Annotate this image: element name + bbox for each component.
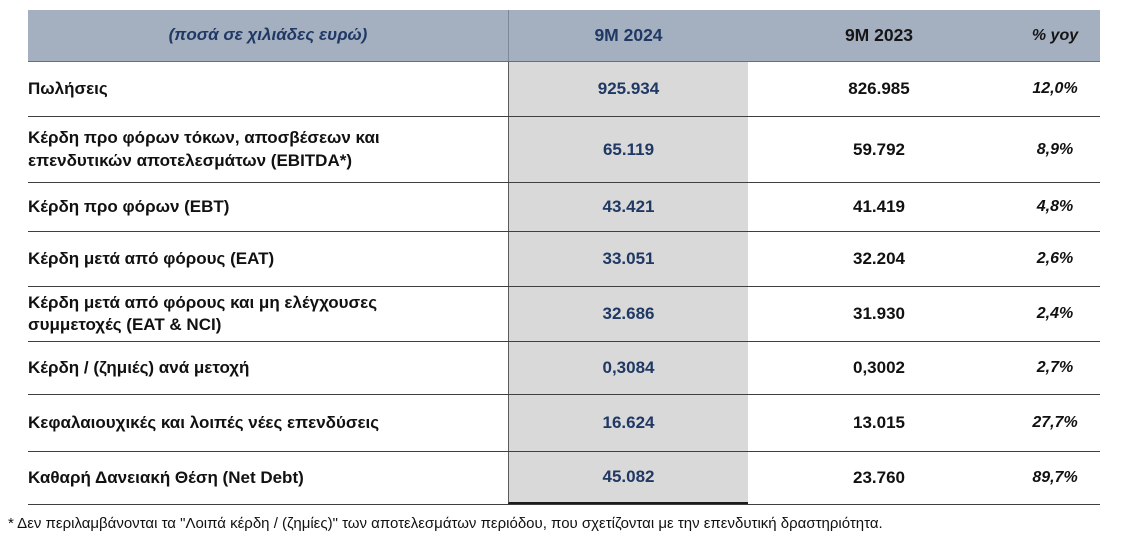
value-9m-2023: 0,3002	[853, 358, 905, 377]
column-header-yoy: % yoy	[1010, 10, 1100, 61]
row-label: Κεφαλαιουχικές και λοιπές νέες επενδύσει…	[28, 412, 380, 432]
value-9m-2024: 0,3084	[508, 342, 748, 394]
value-yoy: 89,7%	[1032, 469, 1078, 486]
row-label: Κέρδη μετά από φόρους και μη ελέγχουσες …	[28, 292, 378, 334]
value-9m-2023: 13.015	[853, 413, 905, 432]
value-yoy: 4,8%	[1036, 198, 1074, 215]
row-label: Καθαρή Δανειακή Θέση (Net Debt)	[28, 467, 304, 487]
value-yoy: 2,6%	[1036, 250, 1074, 267]
units-header: (ποσά σε χιλιάδες ευρώ)	[28, 10, 508, 61]
value-9m-2024: 43.421	[508, 183, 748, 231]
value-9m-2023: 826.985	[848, 79, 910, 98]
value-9m-2023: 32.204	[853, 249, 905, 268]
value-9m-2024: 16.624	[508, 395, 748, 451]
value-yoy: 2,7%	[1036, 359, 1074, 376]
table-header-row: (ποσά σε χιλιάδες ευρώ) 9M 2024 9M 2023 …	[28, 10, 1100, 62]
table-row-capex: Κεφαλαιουχικές και λοιπές νέες επενδύσει…	[28, 395, 1100, 452]
column-header-9m-2024: 9M 2024	[508, 10, 748, 61]
table-row-sales: Πωλήσεις 925.934 826.985 12,0%	[28, 62, 1100, 117]
value-yoy: 2,4%	[1036, 305, 1074, 322]
value-9m-2024: 925.934	[508, 62, 748, 116]
value-9m-2023: 31.930	[853, 304, 905, 323]
table-row-net-debt: Καθαρή Δανειακή Θέση (Net Debt) 45.082 2…	[28, 452, 1100, 505]
value-yoy: 8,9%	[1036, 140, 1074, 158]
value-9m-2023: 23.760	[853, 468, 905, 487]
row-label: Κέρδη / (ζημιές) ανά μετοχή	[28, 357, 250, 377]
row-label: Κέρδη μετά από φόρους (EAT)	[28, 248, 275, 268]
financial-results-table: (ποσά σε χιλιάδες ευρώ) 9M 2024 9M 2023 …	[28, 10, 1100, 505]
value-9m-2024: 45.082	[508, 452, 748, 504]
table-row-eat: Κέρδη μετά από φόρους (EAT) 33.051 32.20…	[28, 232, 1100, 287]
table-row-eps: Κέρδη / (ζημιές) ανά μετοχή 0,3084 0,300…	[28, 342, 1100, 395]
table-row-ebt: Κέρδη προ φόρων (EBT) 43.421 41.419 4,8%	[28, 183, 1100, 232]
column-header-9m-2023: 9M 2023	[748, 10, 1010, 61]
value-9m-2023: 59.792	[853, 139, 905, 159]
value-9m-2024: 33.051	[508, 232, 748, 286]
table-row-eat-nci: Κέρδη μετά από φόρους και μη ελέγχουσες …	[28, 287, 1100, 342]
value-yoy: 12,0%	[1032, 80, 1078, 97]
value-9m-2024: 65.119	[508, 117, 748, 182]
row-label: Πωλήσεις	[28, 78, 108, 98]
table-row-ebitda: Κέρδη προ φόρων τόκων, αποσβέσεων και επ…	[28, 117, 1100, 183]
value-9m-2023: 41.419	[853, 197, 905, 216]
row-label: Κέρδη προ φόρων (EBT)	[28, 196, 230, 216]
row-label: Κέρδη προ φόρων τόκων, αποσβέσεων και επ…	[28, 128, 380, 170]
value-9m-2024: 32.686	[508, 287, 748, 341]
value-yoy: 27,7%	[1032, 414, 1078, 431]
ebitda-footnote: * Δεν περιλαμβάνονται τα "Λοιπά κέρδη / …	[8, 515, 883, 532]
